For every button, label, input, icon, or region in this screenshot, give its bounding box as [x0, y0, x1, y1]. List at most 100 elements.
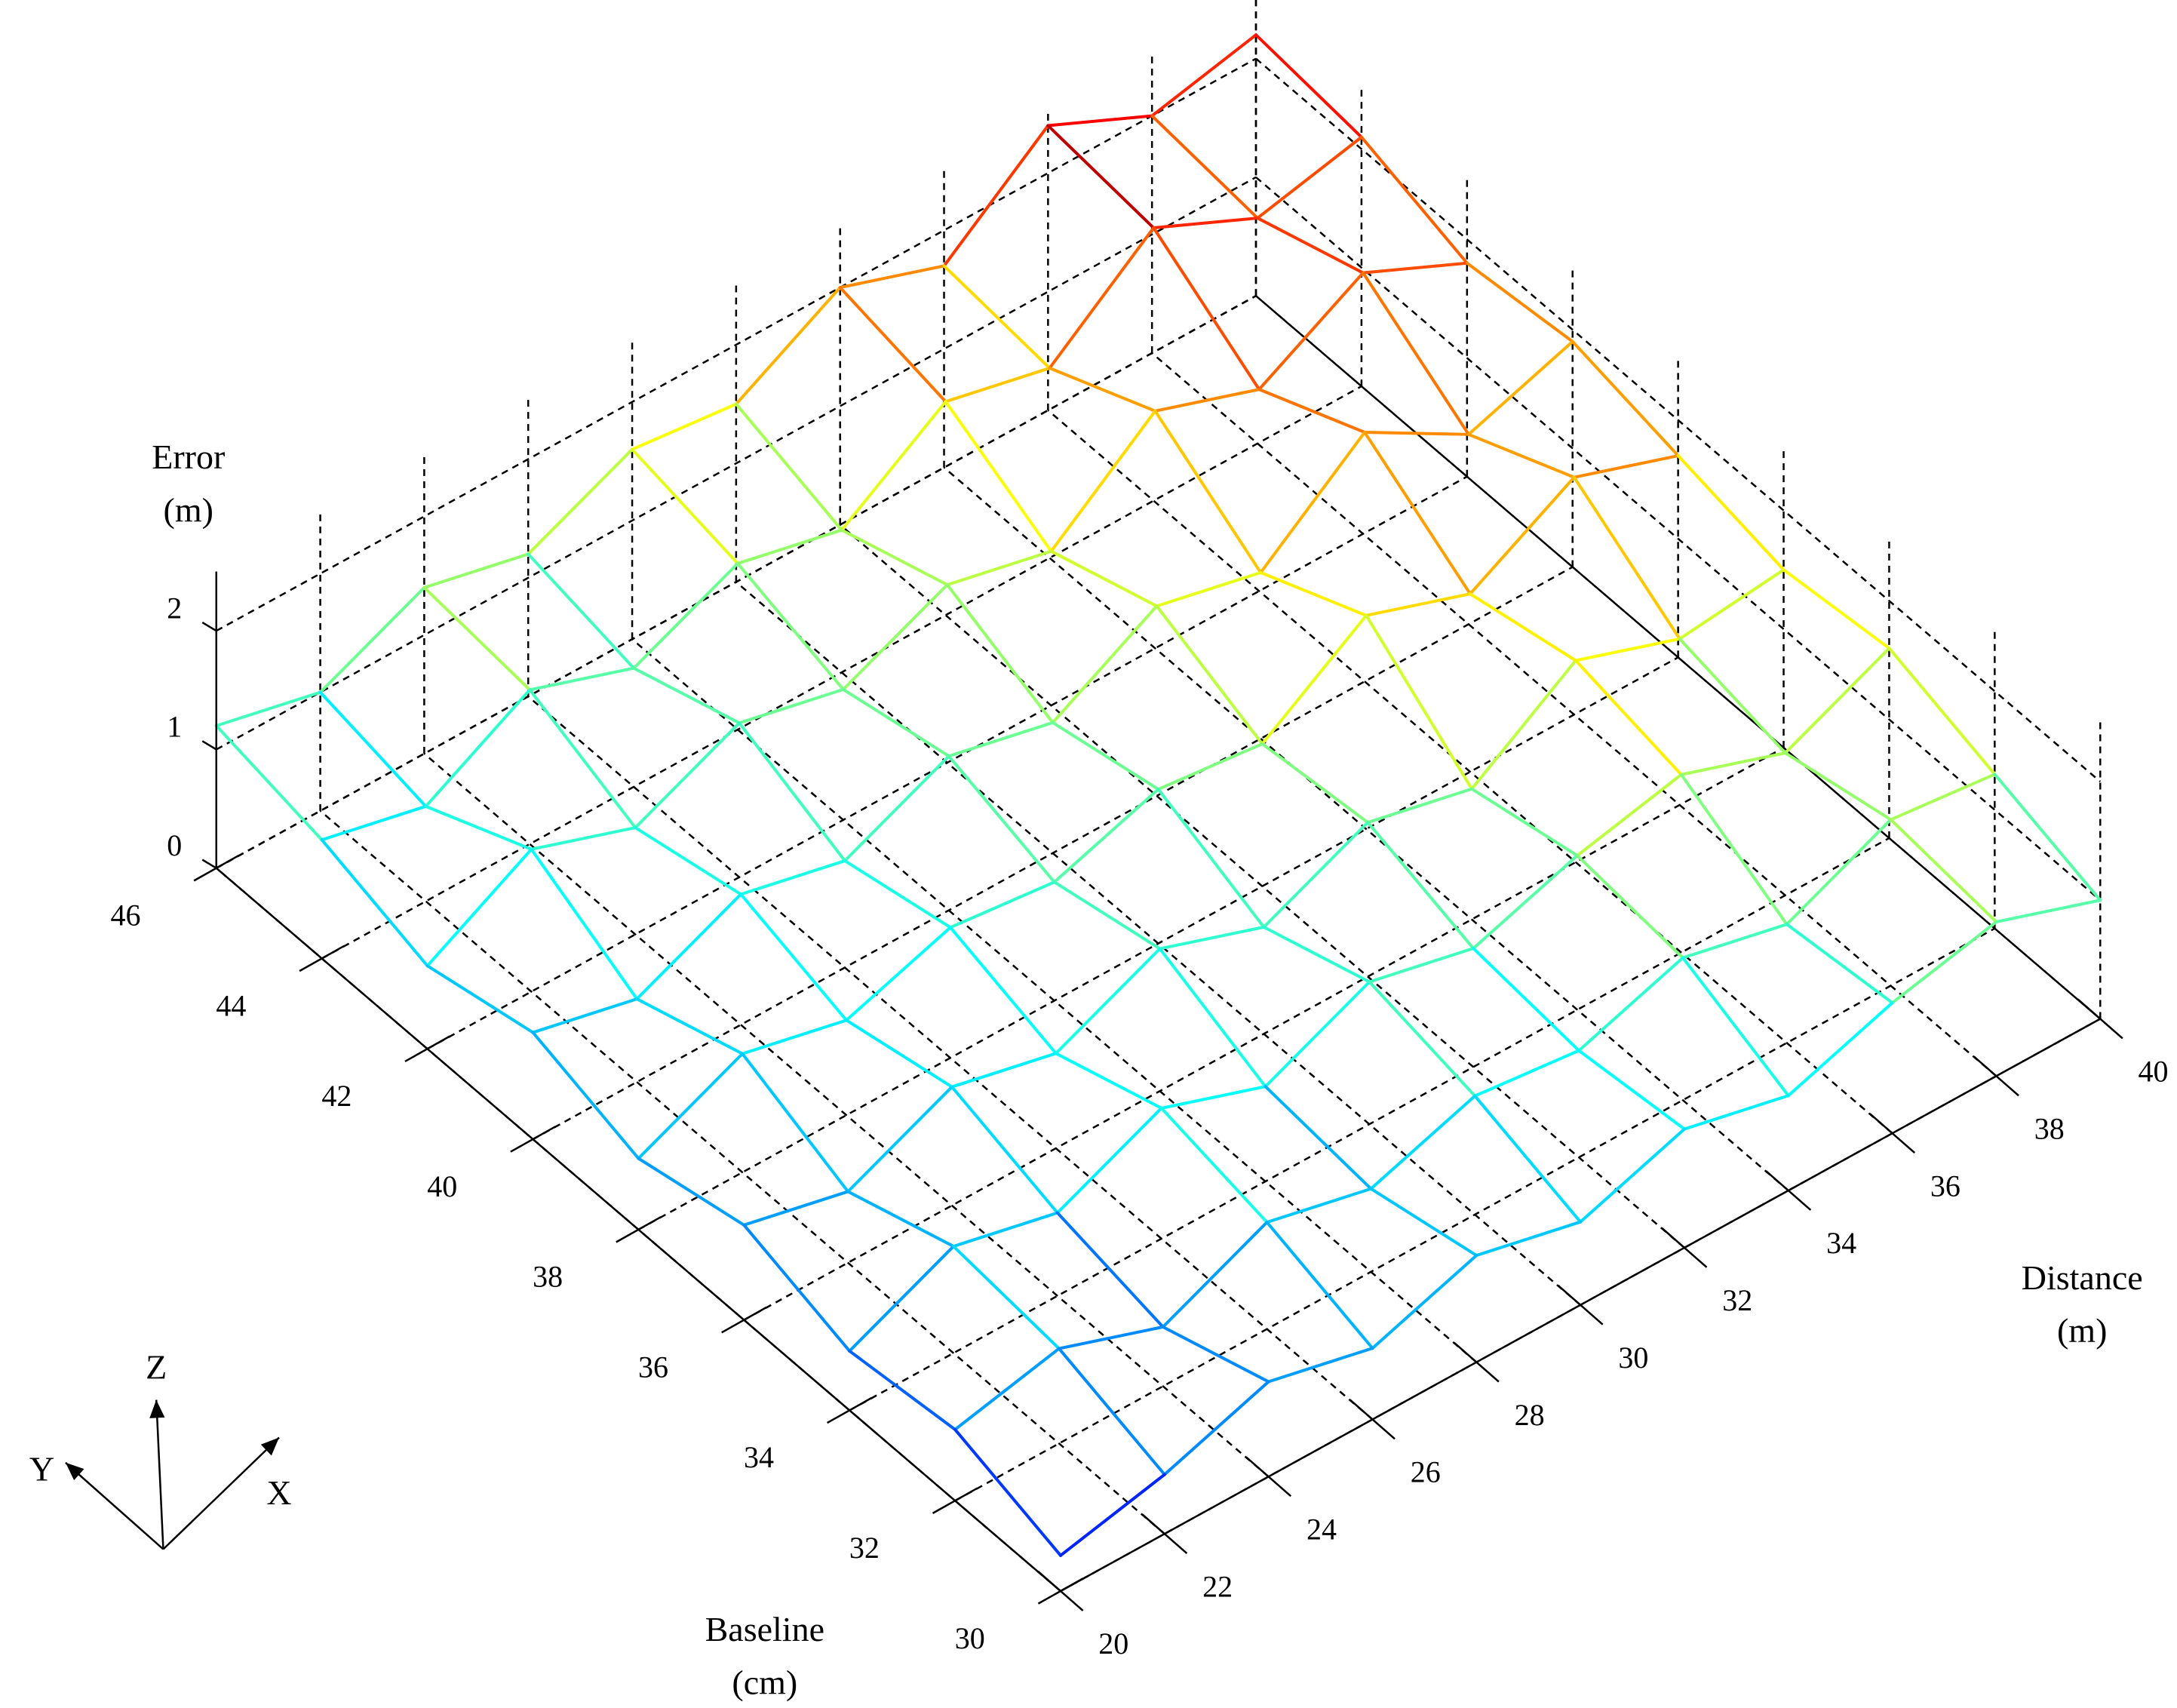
mesh-edge	[1468, 475, 1576, 596]
mesh-edge	[1152, 217, 1260, 230]
mesh-edge	[1682, 1094, 1790, 1131]
mesh-edge	[1155, 570, 1263, 608]
mesh-edge	[1057, 1347, 1166, 1476]
mesh-edge	[1153, 388, 1261, 413]
mesh-edge	[1466, 432, 1576, 479]
mesh-edge	[735, 561, 845, 691]
mesh-edge	[1059, 1473, 1166, 1557]
mesh-edge	[1889, 773, 1997, 822]
mesh-edge	[1475, 1220, 1583, 1258]
x-tick-label: 22	[1202, 1569, 1233, 1603]
x-tick	[1869, 1113, 1916, 1154]
wall-grid-line	[216, 295, 1257, 869]
y-tick-label: 30	[955, 1621, 985, 1655]
mesh-edge	[840, 528, 949, 587]
mesh-edge	[738, 687, 845, 725]
mesh-edge	[1264, 980, 1371, 1089]
mesh-edge	[1786, 1001, 1894, 1098]
mesh-edge	[1579, 1127, 1686, 1224]
orientation-label: X	[266, 1473, 291, 1512]
y-tick	[932, 1487, 978, 1514]
mesh-edge	[841, 583, 949, 691]
mesh-edge	[845, 926, 952, 1022]
mesh-edge	[950, 1085, 1059, 1215]
mesh-edge	[1782, 568, 1891, 650]
floor-grid-line	[423, 753, 1270, 1478]
mesh-edge	[1051, 604, 1159, 724]
mesh-edge	[1159, 1106, 1269, 1224]
mesh-edge	[1679, 751, 1787, 776]
mesh-edge	[735, 528, 843, 565]
mesh-edge	[944, 366, 1052, 404]
mesh-edge	[635, 892, 743, 1001]
mesh-edge	[1265, 1187, 1373, 1224]
mesh-edge	[527, 552, 636, 670]
orientation-arrowhead	[260, 1437, 279, 1456]
mesh-edge	[942, 124, 1050, 268]
mesh-edge	[1052, 880, 1162, 951]
mesh-edge	[1259, 431, 1367, 574]
mesh-edge	[635, 997, 745, 1055]
mesh-edge	[424, 688, 532, 808]
y-tick-label: 36	[638, 1350, 668, 1384]
mesh-edge	[948, 880, 1056, 929]
floor-grid-line	[1047, 409, 1893, 1135]
mesh-edge	[1363, 431, 1470, 436]
mesh-edge	[1048, 226, 1156, 370]
mesh-edge	[948, 926, 1058, 1055]
mesh-edge	[1368, 980, 1477, 1098]
x-tick-label: 34	[1826, 1226, 1856, 1260]
mesh-edge	[846, 1085, 953, 1193]
floor-grid-line	[426, 475, 1468, 1050]
z-tick-label: 2	[167, 591, 182, 625]
mesh-edge	[320, 804, 428, 842]
y-tick-label: 38	[533, 1260, 563, 1294]
mesh-edge	[424, 804, 533, 851]
z-tick	[201, 622, 217, 632]
mesh-edge	[952, 1211, 1059, 1249]
mesh-edge	[1158, 925, 1266, 951]
mesh-edge	[1152, 226, 1261, 392]
mesh-edge	[1260, 742, 1370, 825]
floor-grid-line	[637, 656, 1679, 1230]
mesh-edge	[1262, 925, 1371, 984]
mesh-edge	[214, 724, 324, 842]
mesh-edge	[1260, 613, 1368, 746]
x-tick-label: 26	[1411, 1455, 1441, 1489]
mesh-edge	[1890, 920, 1998, 1005]
axes: 2022242628303234363840303234363840424446…	[29, 438, 2169, 1701]
x-tick	[1141, 1513, 1188, 1554]
mesh-edge	[1783, 751, 1893, 822]
y-tick-label: 40	[427, 1169, 457, 1203]
z-tick-label: 0	[167, 828, 182, 862]
mesh-edge	[950, 1052, 1058, 1089]
mesh-edge	[741, 1018, 849, 1055]
mesh-edge	[637, 1157, 746, 1227]
mesh-edge	[1366, 787, 1474, 825]
mesh-edge	[1153, 409, 1263, 574]
y-tick-label: 32	[849, 1531, 880, 1565]
wall-grid-line	[216, 176, 1257, 751]
y-tick	[721, 1306, 767, 1334]
mesh	[214, 33, 2102, 1557]
z-tick-label: 1	[167, 710, 182, 744]
mesh-edge	[320, 838, 429, 968]
floor-grid-line	[532, 566, 1574, 1141]
mesh-edge	[1162, 1380, 1270, 1476]
mesh-edge	[1572, 475, 1681, 640]
mesh-edge	[739, 859, 846, 896]
x-tick-label: 28	[1515, 1398, 1545, 1432]
mesh-edge	[1267, 1347, 1374, 1384]
mesh-edge	[530, 847, 639, 1001]
mesh-edge	[1158, 947, 1267, 1089]
mesh-edge	[1575, 854, 1684, 960]
mesh-edge	[1572, 454, 1680, 479]
mesh-edge	[1256, 135, 1363, 220]
mesh-edge	[1465, 261, 1574, 343]
mesh-edge	[422, 585, 532, 692]
floor-grid-line	[849, 837, 1890, 1412]
mesh-edge	[530, 826, 637, 851]
mesh-edge	[734, 402, 843, 532]
x-tick	[1453, 1341, 1500, 1383]
